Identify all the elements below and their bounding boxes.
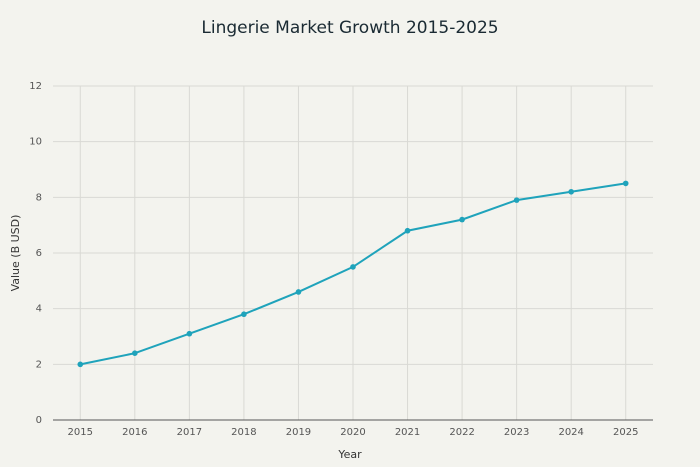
x-tick-label: 2021 — [395, 427, 420, 438]
point — [568, 188, 574, 195]
point — [241, 311, 247, 318]
x-tick-label: 2015 — [68, 427, 93, 438]
point — [622, 180, 629, 187]
x-tick-label: 2016 — [122, 427, 147, 438]
point — [295, 289, 302, 295]
y-axis-label: Value (B USD) — [9, 215, 22, 292]
point — [404, 227, 411, 234]
point — [513, 197, 520, 203]
x-tick-label: 2022 — [449, 427, 474, 438]
y-tick-label: 10 — [29, 137, 42, 148]
x-tick-label: 2018 — [231, 427, 256, 438]
point — [459, 216, 465, 223]
y-tick-label: 6 — [36, 248, 42, 259]
chart-title: Lingerie Market Growth 2015-2025 — [201, 18, 498, 38]
point — [132, 350, 138, 357]
x-tick-label: 2019 — [286, 427, 311, 438]
y-tick-label: 12 — [29, 81, 42, 92]
point — [77, 361, 84, 368]
x-tick-label: 2020 — [340, 427, 365, 438]
x-tick-label: 2025 — [613, 427, 638, 438]
y-tick-label: 4 — [36, 304, 42, 315]
y-tick-label: 8 — [36, 192, 42, 203]
x-axis-label: Year — [337, 448, 362, 461]
y-tick-label: 0 — [36, 415, 42, 426]
y-tick-label: 2 — [36, 359, 42, 370]
point — [350, 264, 356, 270]
point — [186, 330, 193, 337]
x-tick-label: 2024 — [558, 427, 583, 438]
x-tick-label: 2023 — [504, 427, 529, 438]
x-tick-label: 2017 — [177, 427, 202, 438]
